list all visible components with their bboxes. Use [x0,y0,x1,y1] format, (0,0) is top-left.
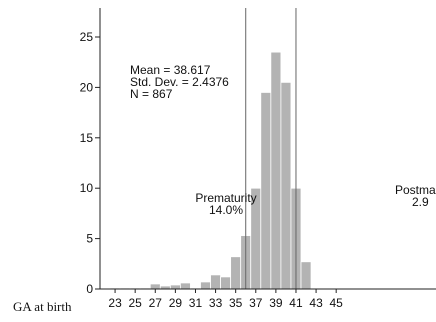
y-tick-label: 0 [86,282,93,296]
histogram-bar [210,274,222,290]
x-tick-label: 41 [289,296,303,310]
postmaturity-percent: 2.9 [412,195,429,209]
stat-mean: Mean = 38.617 [130,63,211,77]
x-axis-ticks: 23 25 27 29 31 33 35 37 39 41 43 45 [108,289,343,310]
x-tick-label: 25 [128,296,142,310]
stat-n: N = 867 [130,87,173,101]
x-tick-label: 43 [309,296,323,310]
x-tick-label: 31 [189,296,203,310]
histogram-bar [300,261,312,290]
prematurity-percent: 14.0% [209,203,243,217]
histogram-bar [230,256,242,290]
y-tick-label: 10 [80,181,94,195]
reference-lines [245,8,297,289]
histogram-bar [200,281,211,290]
stat-std-dev: Std. Dev. = 2.4376 [130,75,229,89]
axes [99,8,436,290]
y-tick-label: 5 [86,232,93,246]
y-tick-label: 15 [80,131,94,145]
x-tick-label: 33 [209,296,223,310]
histogram-bar [270,51,282,290]
histogram-bar [220,276,232,290]
x-tick-label: 37 [249,296,263,310]
prematurity-label: Prematurity [195,191,256,205]
x-tick-label: 29 [169,296,183,310]
x-tick-label: 45 [329,296,343,310]
x-tick-label: 39 [269,296,283,310]
postmaturity-label: Postma [395,183,436,197]
y-axis-ticks: 0 5 10 15 20 25 [80,30,100,296]
histogram-bar [260,92,272,290]
histogram-bar [280,81,292,290]
x-tick-label: 23 [108,296,122,310]
x-axis-title: GA at birth [13,299,72,314]
histogram-bar [149,283,161,290]
y-tick-label: 20 [80,80,94,94]
x-tick-label: 35 [229,296,243,310]
x-tick-label: 27 [149,296,163,310]
histogram-bar [169,284,181,290]
y-tick-label: 25 [80,30,94,44]
histogram-bar [179,282,191,290]
